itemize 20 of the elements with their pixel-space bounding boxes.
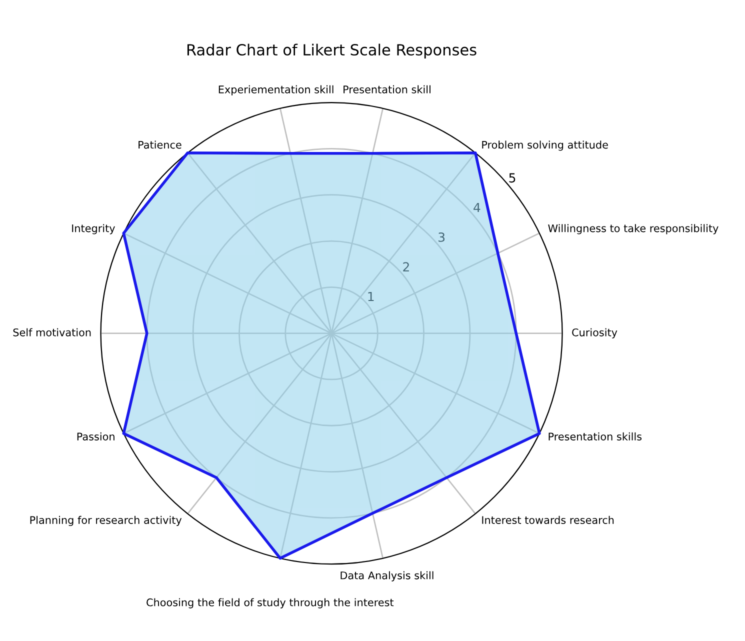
spoke-label: Problem solving attitude xyxy=(482,140,608,151)
spoke-label: Experiementation skill xyxy=(218,85,334,96)
spoke-label: Presentation skill xyxy=(344,85,430,94)
spoke-label: Self motivation xyxy=(13,328,91,336)
spoke-label: Interest towards research xyxy=(482,516,614,524)
spoke-label: Curiosity xyxy=(572,328,618,338)
y-tick-label: 5 xyxy=(509,173,516,183)
spoke-label: Patience xyxy=(138,140,182,149)
spoke-label: Planning for research activity xyxy=(30,516,182,526)
y-tick-label: 3 xyxy=(438,232,445,242)
chart-title: Radar Chart of Likert Scale Responses xyxy=(187,44,476,59)
spoke-label: Passion xyxy=(77,432,114,440)
spoke-label: Willingness to take responsibility xyxy=(548,224,718,234)
y-tick-label: 1 xyxy=(368,292,374,302)
spoke-label: Presentation skills xyxy=(548,432,642,440)
spoke-label: Integrity xyxy=(72,224,115,234)
y-tick-label: 2 xyxy=(403,262,409,272)
y-tick-label: 4 xyxy=(474,202,480,212)
spoke-label: Data Analysis skill xyxy=(340,571,434,582)
spoke-label: Choosing the field of study through the interest xyxy=(146,598,394,608)
